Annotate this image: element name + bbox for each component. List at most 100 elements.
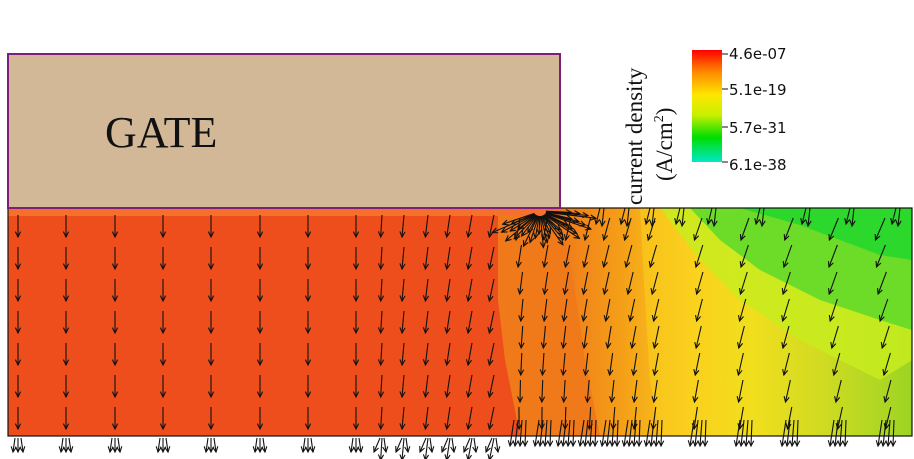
- gate: GATE: [7, 53, 561, 209]
- current-vector-arrow: [14, 311, 22, 335]
- current-vector-arrow: [604, 419, 611, 448]
- current-vector-arrow: [602, 217, 611, 242]
- current-vector-arrow: [522, 419, 529, 448]
- current-vector-arrow: [581, 271, 589, 296]
- current-vector-arrow: [650, 271, 659, 296]
- current-vector-arrow: [781, 298, 790, 323]
- current-vector-arrow: [207, 343, 215, 367]
- current-vector-arrow: [541, 217, 549, 242]
- current-vector-arrow: [605, 325, 612, 350]
- current-vector-arrow: [352, 407, 360, 431]
- current-vector-arrow: [648, 244, 658, 269]
- current-vector-arrow: [465, 406, 473, 431]
- current-vector-arrow: [832, 352, 841, 377]
- current-vector-arrow: [159, 215, 167, 239]
- current-vector-arrow: [697, 419, 704, 448]
- current-vector-arrow: [619, 207, 626, 226]
- current-vector-arrow: [624, 207, 631, 228]
- current-vector-arrow: [877, 271, 887, 296]
- current-vector-arrow: [834, 379, 842, 404]
- current-vector-arrow: [207, 311, 215, 335]
- current-vector-arrow: [422, 342, 430, 367]
- current-vector-arrow: [111, 438, 119, 454]
- current-vector-arrow: [561, 298, 568, 323]
- current-vector-arrow: [444, 437, 451, 459]
- current-vector-arrow: [207, 279, 215, 303]
- legend-tick-label: 4.6e-07: [729, 45, 787, 63]
- current-vector-arrow: [739, 217, 750, 242]
- current-vector-arrow: [404, 437, 411, 454]
- current-vector-arrow: [487, 406, 495, 431]
- current-vector-arrow: [738, 271, 748, 296]
- current-vector-arrow: [800, 207, 807, 226]
- current-vector-arrow: [609, 379, 616, 404]
- current-vector-arrow: [256, 407, 264, 431]
- current-vector-arrow: [679, 207, 686, 228]
- current-vector-arrow: [377, 246, 385, 271]
- current-vector-arrow: [450, 437, 457, 454]
- current-vector-arrow: [487, 278, 495, 303]
- current-vector-arrow: [159, 343, 167, 367]
- current-vector-arrow: [880, 419, 887, 448]
- current-vector-arrow: [399, 374, 406, 399]
- current-vector-arrow: [58, 437, 65, 454]
- current-vector-arrow: [441, 437, 449, 454]
- current-vector-arrow: [652, 352, 659, 377]
- current-vector-arrow: [256, 279, 264, 303]
- current-vector-arrow: [252, 437, 259, 454]
- current-vector-arrow: [517, 379, 524, 404]
- legend-title-line2: (A/cm2): [652, 108, 677, 181]
- current-vector-arrow: [422, 278, 430, 303]
- current-vector-arrow: [783, 217, 794, 242]
- current-vector-arrow: [352, 311, 360, 335]
- current-vector-field: [10, 207, 902, 459]
- current-vector-arrow: [844, 207, 851, 226]
- current-vector-arrow: [256, 247, 264, 271]
- current-vector-arrow: [10, 437, 17, 454]
- current-vector-arrow: [783, 379, 791, 404]
- current-vector-arrow: [743, 419, 750, 448]
- current-vector-arrow: [62, 343, 70, 367]
- current-vector-arrow: [444, 278, 451, 303]
- current-vector-arrow: [582, 244, 590, 269]
- current-vector-arrow: [159, 407, 167, 431]
- current-vector-arrow: [515, 244, 522, 269]
- gate-label: GATE: [105, 108, 217, 157]
- current-vector-arrow: [880, 325, 890, 350]
- current-vector-arrow: [527, 215, 539, 234]
- current-vector-arrow: [465, 278, 473, 303]
- current-vector-arrow: [487, 310, 495, 335]
- current-vector-arrow: [14, 375, 22, 399]
- current-vector-arrow: [304, 311, 312, 335]
- current-vector-arrow: [540, 325, 547, 350]
- current-vector-arrow: [594, 207, 601, 226]
- semiconductor-region: [7, 207, 913, 437]
- current-vector-arrow: [607, 352, 614, 377]
- current-vector-arrow: [62, 311, 70, 335]
- current-vector-arrow: [377, 310, 385, 335]
- current-vector-arrow: [874, 217, 886, 242]
- current-vector-arrow: [465, 214, 473, 239]
- current-vector-arrow: [754, 207, 761, 226]
- current-vector-arrow: [827, 271, 838, 296]
- current-vector-arrow: [537, 419, 544, 448]
- current-vector-arrow: [304, 438, 312, 454]
- current-vector-arrow: [62, 407, 70, 431]
- current-vector-arrow: [203, 437, 210, 454]
- current-vector-arrow: [444, 246, 451, 271]
- current-vector-arrow: [643, 419, 651, 448]
- current-vector-arrow: [830, 325, 839, 350]
- current-vector-arrow: [256, 215, 264, 239]
- current-vector-arrow: [687, 419, 695, 448]
- current-vector-arrow: [444, 214, 451, 239]
- current-vector-arrow: [512, 419, 519, 448]
- current-vector-arrow: [649, 207, 656, 228]
- current-vector-arrow: [883, 379, 892, 404]
- current-vector-arrow: [377, 278, 385, 303]
- current-vector-arrow: [736, 352, 744, 377]
- current-vector-arrow: [485, 437, 493, 454]
- current-vector-arrow: [419, 437, 427, 454]
- current-vector-arrow: [609, 419, 616, 448]
- current-vector-arrow: [487, 214, 495, 239]
